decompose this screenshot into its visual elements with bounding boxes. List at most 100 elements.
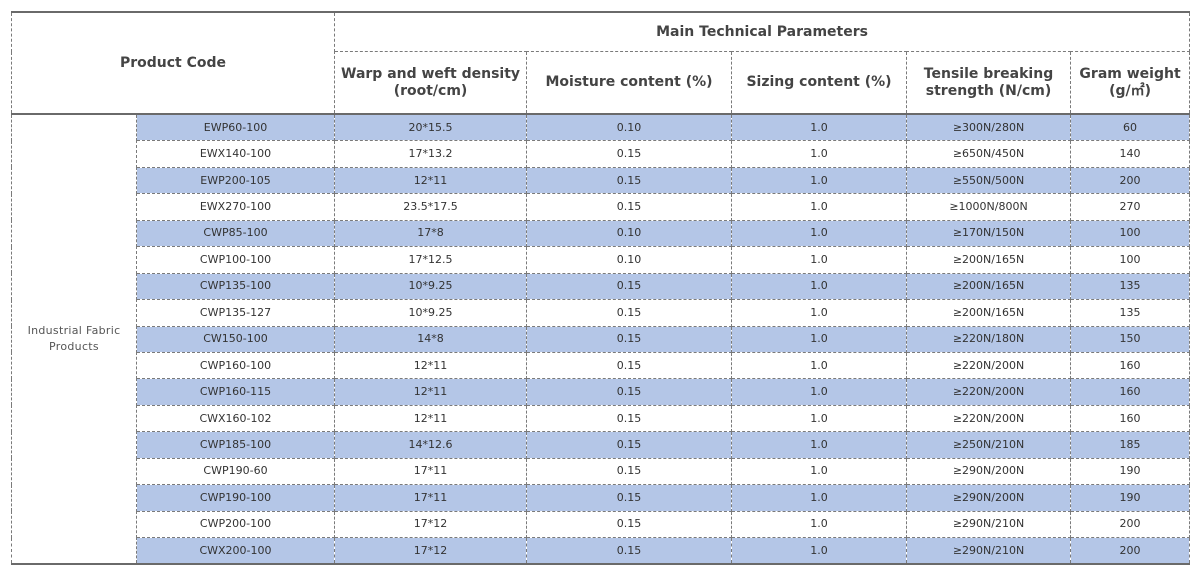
density-cell: 17*12.5	[334, 246, 528, 274]
density-cell: 17*13.2	[334, 140, 528, 168]
product-code-cell: EWX140-100	[135, 140, 336, 168]
tensile-cell: ≥200N/165N	[906, 299, 1072, 327]
tensile-cell: ≥220N/200N	[906, 404, 1072, 433]
density-cell: 14*8	[334, 325, 528, 353]
density-cell: 23.5*17.5	[334, 193, 528, 221]
product-code-cell: CWP190-60	[135, 457, 336, 486]
moisture-cell: 0.15	[526, 457, 733, 486]
product-code-cell: EWX270-100	[135, 193, 336, 221]
tensile-cell: ≥650N/450N	[906, 140, 1072, 168]
column-header-warp-weft-density: Warp and weft density (root/cm)	[334, 51, 528, 115]
gram-weight-cell: 160	[1070, 378, 1191, 406]
sizing-cell: 1.0	[731, 351, 908, 380]
column-header-tensile-strength: Tensile breaking strength (N/cm)	[906, 51, 1072, 115]
sizing-cell: 1.0	[731, 457, 908, 486]
product-code-cell: EWP60-100	[135, 113, 336, 142]
sizing-cell: 1.0	[731, 299, 908, 327]
gram-weight-cell: 150	[1070, 325, 1191, 353]
tensile-cell: ≥290N/210N	[906, 510, 1072, 539]
table-row: CWP200-100 17*12 0.15 1.0 ≥290N/210N 200	[12, 510, 1191, 539]
gram-weight-cell: 160	[1070, 351, 1191, 380]
gram-weight-cell: 140	[1070, 140, 1191, 168]
table-body: Industrial Fabric Products EWP60-100 20*15…	[11, 112, 1191, 566]
gram-weight-cell: 200	[1070, 166, 1191, 195]
gram-weight-cell: 135	[1070, 299, 1191, 327]
tensile-cell: ≥220N/200N	[906, 378, 1072, 406]
density-cell: 17*8	[334, 219, 528, 248]
technical-parameters-table: Product Code Main Technical Parameters W…	[10, 11, 1191, 566]
sizing-cell: 1.0	[731, 325, 908, 353]
gram-weight-cell: 185	[1070, 431, 1191, 459]
density-cell: 17*12	[334, 537, 528, 566]
product-group-label: Industrial Fabric Products	[11, 112, 137, 566]
gram-weight-cell: 190	[1070, 484, 1191, 512]
sizing-cell: 1.0	[731, 431, 908, 459]
product-code-cell: CWX200-100	[135, 537, 336, 566]
column-header-sizing-content: Sizing content (%)	[731, 51, 908, 115]
gram-weight-cell: 60	[1070, 113, 1191, 142]
product-code-cell: CWP135-127	[135, 299, 336, 327]
gram-weight-cell: 135	[1070, 272, 1191, 301]
sizing-cell: 1.0	[731, 219, 908, 248]
moisture-cell: 0.15	[526, 140, 733, 168]
product-code-cell: CWP190-100	[135, 484, 336, 512]
gram-weight-cell: 160	[1070, 404, 1191, 433]
tensile-cell: ≥290N/200N	[906, 484, 1072, 512]
sizing-cell: 1.0	[731, 537, 908, 566]
table-row: CWP160-100 12*11 0.15 1.0 ≥220N/200N 160	[12, 351, 1191, 380]
moisture-cell: 0.15	[526, 193, 733, 221]
tensile-cell: ≥170N/150N	[906, 219, 1072, 248]
main-technical-parameters-header: Main Technical Parameters	[334, 11, 1191, 52]
product-code-cell: CW150-100	[135, 325, 336, 353]
tensile-cell: ≥250N/210N	[906, 431, 1072, 459]
product-code-cell: EWP200-105	[135, 166, 336, 195]
product-code-header: Product Code	[10, 11, 336, 115]
moisture-cell: 0.15	[526, 299, 733, 327]
table-row: CWP190-60 17*11 0.15 1.0 ≥290N/200N 190	[12, 457, 1191, 486]
moisture-cell: 0.10	[526, 113, 733, 142]
moisture-cell: 0.15	[526, 404, 733, 433]
moisture-cell: 0.10	[526, 219, 733, 248]
density-cell: 20*15.5	[334, 113, 528, 142]
density-cell: 10*9.25	[334, 299, 528, 327]
table-row: CW150-100 14*8 0.15 1.0 ≥220N/180N 150	[12, 325, 1191, 353]
density-cell: 12*11	[334, 166, 528, 195]
product-code-cell: CWP185-100	[135, 431, 336, 459]
moisture-cell: 0.15	[526, 484, 733, 512]
density-cell: 17*12	[334, 510, 528, 539]
table-row: CWP135-100 10*9.25 0.15 1.0 ≥200N/165N 135	[12, 272, 1191, 301]
table-row: CWP100-100 17*12.5 0.10 1.0 ≥200N/165N 100	[12, 246, 1191, 274]
table-row: EWX140-100 17*13.2 0.15 1.0 ≥650N/450N 140	[12, 140, 1191, 168]
tensile-cell: ≥220N/180N	[906, 325, 1072, 353]
sizing-cell: 1.0	[731, 140, 908, 168]
sizing-cell: 1.0	[731, 510, 908, 539]
product-code-cell: CWP160-100	[135, 351, 336, 380]
tensile-cell: ≥200N/165N	[906, 246, 1072, 274]
table-row: CWP190-100 17*11 0.15 1.0 ≥290N/200N 190	[12, 484, 1191, 512]
column-header-moisture-content: Moisture content (%)	[526, 51, 733, 115]
product-code-cell: CWP100-100	[135, 246, 336, 274]
table-row: CWP85-100 17*8 0.10 1.0 ≥170N/150N 100	[12, 219, 1191, 248]
sizing-cell: 1.0	[731, 484, 908, 512]
moisture-cell: 0.15	[526, 537, 733, 566]
density-cell: 10*9.25	[334, 272, 528, 301]
tensile-cell: ≥200N/165N	[906, 272, 1072, 301]
gram-weight-cell: 100	[1070, 219, 1191, 248]
sizing-cell: 1.0	[731, 246, 908, 274]
tensile-cell: ≥550N/500N	[906, 166, 1072, 195]
tensile-cell: ≥300N/280N	[906, 113, 1072, 142]
sizing-cell: 1.0	[731, 113, 908, 142]
moisture-cell: 0.15	[526, 510, 733, 539]
gram-weight-cell: 190	[1070, 457, 1191, 486]
density-cell: 12*11	[334, 404, 528, 433]
table-row: EWX270-100 23.5*17.5 0.15 1.0 ≥1000N/800N 270	[12, 193, 1191, 221]
density-cell: 14*12.6	[334, 431, 528, 459]
tensile-cell: ≥290N/210N	[906, 537, 1072, 566]
density-cell: 17*11	[334, 457, 528, 486]
gram-weight-cell: 270	[1070, 193, 1191, 221]
tensile-cell: ≥290N/200N	[906, 457, 1072, 486]
table-row: CWX160-102 12*11 0.15 1.0 ≥220N/200N 160	[12, 404, 1191, 433]
product-code-cell: CWP135-100	[135, 272, 336, 301]
gram-weight-cell: 200	[1070, 537, 1191, 566]
moisture-cell: 0.10	[526, 246, 733, 274]
